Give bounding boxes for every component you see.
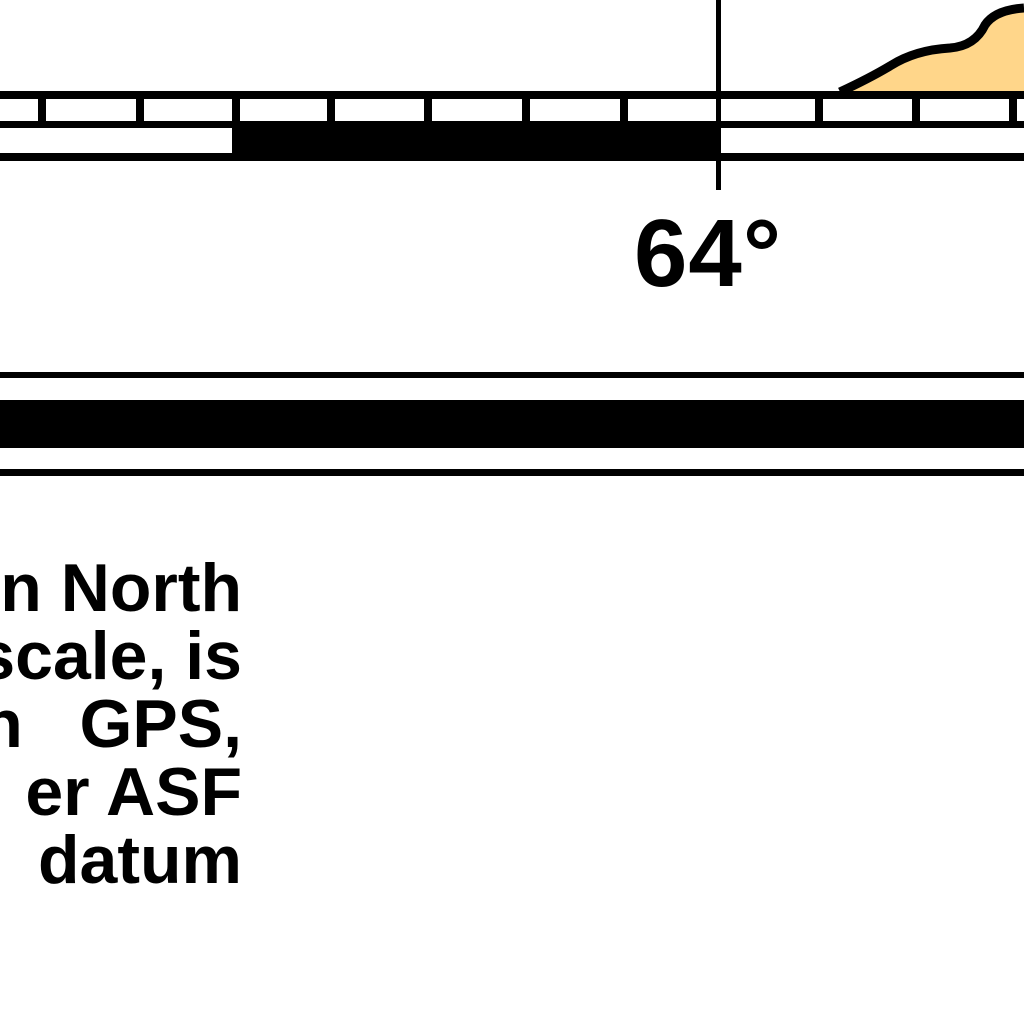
chart-note-line: : datum (0, 822, 242, 898)
chart-note-line: n North (0, 550, 242, 626)
chart-note-line: scale, is (0, 618, 242, 694)
scale-filled-segment (232, 128, 720, 153)
chart-note-line: er ASF (25, 754, 242, 830)
meridian-64-line (716, 0, 721, 190)
chart-note: n North scale, is n GPS, er ASF : datum (0, 554, 242, 894)
coastline (838, 3, 1024, 97)
chart-note-line: n GPS, (0, 686, 242, 762)
scale-bottom-line (0, 153, 1024, 161)
scale-top-line (0, 91, 1024, 99)
scale-middle-line (0, 121, 1024, 128)
neatline-thin-top (0, 372, 1024, 378)
scale-ticks (38, 91, 1017, 128)
neatline-thick-band (0, 400, 1024, 448)
longitude-label: 64° (634, 200, 783, 307)
neatline-thin-bottom (0, 469, 1024, 476)
